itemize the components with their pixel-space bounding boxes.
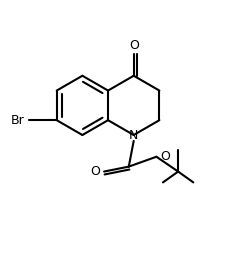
Text: N: N bbox=[128, 128, 138, 141]
Text: Br: Br bbox=[10, 114, 24, 127]
Text: O: O bbox=[160, 150, 169, 163]
Text: O: O bbox=[90, 165, 100, 178]
Text: O: O bbox=[128, 39, 138, 52]
